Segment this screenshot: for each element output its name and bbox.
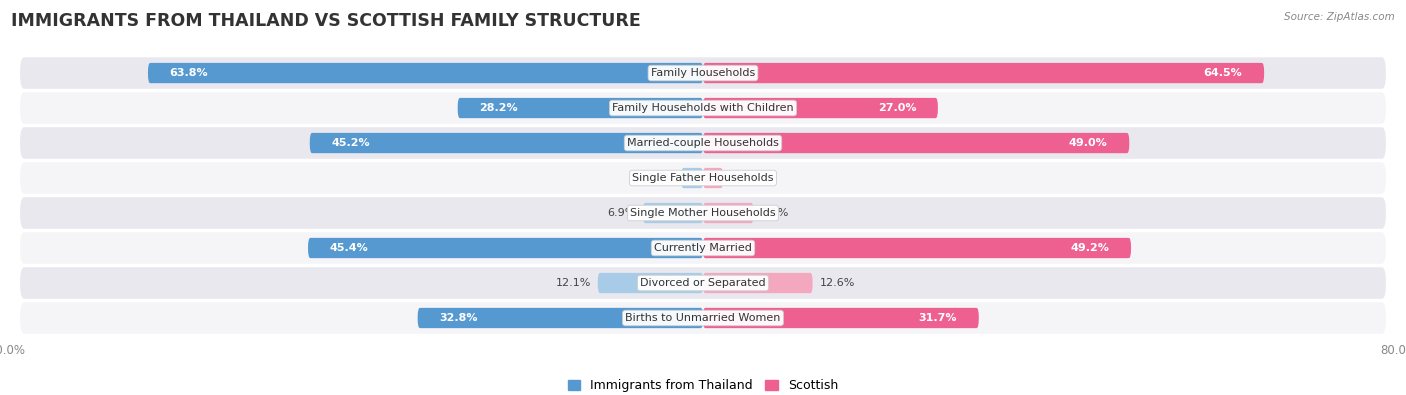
FancyBboxPatch shape <box>20 302 1386 334</box>
Text: Married-couple Households: Married-couple Households <box>627 138 779 148</box>
Text: Births to Unmarried Women: Births to Unmarried Women <box>626 313 780 323</box>
FancyBboxPatch shape <box>20 57 1386 89</box>
Text: Source: ZipAtlas.com: Source: ZipAtlas.com <box>1284 12 1395 22</box>
Text: 2.5%: 2.5% <box>645 173 675 183</box>
Text: 28.2%: 28.2% <box>479 103 517 113</box>
FancyBboxPatch shape <box>20 232 1386 264</box>
FancyBboxPatch shape <box>643 203 703 223</box>
Text: 27.0%: 27.0% <box>877 103 917 113</box>
FancyBboxPatch shape <box>458 98 703 118</box>
Text: Family Households: Family Households <box>651 68 755 78</box>
Text: 64.5%: 64.5% <box>1204 68 1243 78</box>
Text: IMMIGRANTS FROM THAILAND VS SCOTTISH FAMILY STRUCTURE: IMMIGRANTS FROM THAILAND VS SCOTTISH FAM… <box>11 12 641 30</box>
FancyBboxPatch shape <box>598 273 703 293</box>
Text: Divorced or Separated: Divorced or Separated <box>640 278 766 288</box>
Text: 12.6%: 12.6% <box>820 278 855 288</box>
Text: 45.2%: 45.2% <box>332 138 370 148</box>
FancyBboxPatch shape <box>703 238 1130 258</box>
Text: 31.7%: 31.7% <box>918 313 957 323</box>
FancyBboxPatch shape <box>703 98 938 118</box>
Legend: Immigrants from Thailand, Scottish: Immigrants from Thailand, Scottish <box>562 374 844 395</box>
FancyBboxPatch shape <box>703 133 1129 153</box>
Text: Currently Married: Currently Married <box>654 243 752 253</box>
Text: Single Mother Households: Single Mother Households <box>630 208 776 218</box>
Text: 63.8%: 63.8% <box>170 68 208 78</box>
Text: Single Father Households: Single Father Households <box>633 173 773 183</box>
FancyBboxPatch shape <box>20 127 1386 159</box>
Text: 32.8%: 32.8% <box>440 313 478 323</box>
Text: 5.8%: 5.8% <box>761 208 789 218</box>
FancyBboxPatch shape <box>20 92 1386 124</box>
FancyBboxPatch shape <box>20 197 1386 229</box>
FancyBboxPatch shape <box>148 63 703 83</box>
Text: 49.0%: 49.0% <box>1069 138 1108 148</box>
FancyBboxPatch shape <box>20 267 1386 299</box>
Text: 6.9%: 6.9% <box>607 208 636 218</box>
FancyBboxPatch shape <box>309 133 703 153</box>
Text: 12.1%: 12.1% <box>555 278 591 288</box>
FancyBboxPatch shape <box>308 238 703 258</box>
FancyBboxPatch shape <box>20 162 1386 194</box>
FancyBboxPatch shape <box>703 308 979 328</box>
Text: Family Households with Children: Family Households with Children <box>612 103 794 113</box>
Text: 45.4%: 45.4% <box>330 243 368 253</box>
FancyBboxPatch shape <box>703 273 813 293</box>
Text: 49.2%: 49.2% <box>1070 243 1109 253</box>
FancyBboxPatch shape <box>703 63 1264 83</box>
FancyBboxPatch shape <box>703 203 754 223</box>
Text: 2.3%: 2.3% <box>730 173 758 183</box>
FancyBboxPatch shape <box>418 308 703 328</box>
FancyBboxPatch shape <box>682 168 703 188</box>
FancyBboxPatch shape <box>703 168 723 188</box>
